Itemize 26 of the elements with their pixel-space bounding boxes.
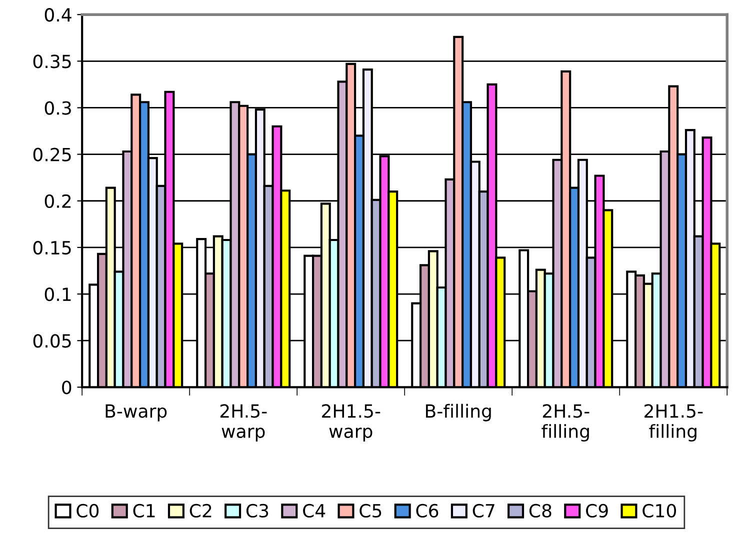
- y-tick-label: 0.05: [33, 334, 71, 348]
- x-tick-label: B-filling: [426, 404, 491, 422]
- y-tick-label: 0.35: [33, 54, 71, 68]
- legend-label: C9: [586, 504, 608, 518]
- y-tick-label: 0.1: [44, 287, 71, 302]
- legend-label: C5: [360, 504, 382, 518]
- legend-label: C8: [529, 504, 552, 518]
- legend-label: C10: [642, 504, 676, 518]
- legend-label: C6: [416, 504, 438, 518]
- x-tick-label: 2H1.5- filling: [644, 404, 703, 442]
- legend-label: C1: [133, 504, 155, 518]
- y-tick-label: 0.4: [44, 8, 72, 22]
- y-tick-label: 0.2: [44, 194, 71, 208]
- x-tick-label: 2H.5- warp: [220, 404, 267, 442]
- legend-label: C3: [246, 504, 268, 518]
- y-tick-label: 0.15: [33, 240, 71, 255]
- legend-label: C4: [303, 504, 326, 518]
- legend-label: C0: [76, 504, 99, 518]
- x-tick-label: B-warp: [106, 404, 167, 422]
- x-tick-label: 2H.5- filling: [542, 404, 590, 442]
- y-tick-label: 0.25: [33, 148, 71, 162]
- y-tick-label: 0.3: [44, 101, 71, 115]
- y-tick-label: 0: [62, 380, 72, 394]
- x-tick-label: 2H1.5- warp: [322, 404, 380, 442]
- legend-label: C7: [472, 504, 494, 518]
- legend-label: C2: [190, 504, 212, 518]
